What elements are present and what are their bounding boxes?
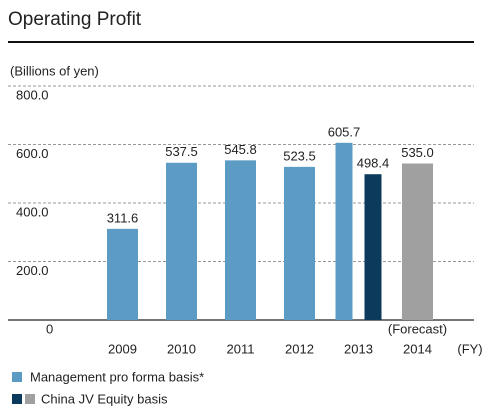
x-tick-label: 2014 <box>403 341 432 356</box>
legend-swatch <box>12 372 22 382</box>
bar <box>284 166 315 320</box>
x-tick-label: 2013 <box>344 341 373 356</box>
x-tick-label: 2010 <box>167 341 196 356</box>
legend-swatch <box>25 394 35 404</box>
data-label: 311.6 <box>107 210 139 225</box>
y-tick-label: 0 <box>46 321 53 336</box>
annotation: (Forecast) <box>388 321 447 336</box>
chart-title: Operating Profit <box>8 9 142 30</box>
data-label: 498.4 <box>357 156 390 171</box>
data-label: 605.7 <box>328 124 361 139</box>
y-axis-label: (Billions of yen) <box>10 63 99 78</box>
data-label: 535.0 <box>401 145 434 160</box>
y-tick-label: 400.0 <box>16 204 49 219</box>
x-tick-label: 2011 <box>227 341 255 356</box>
bar <box>166 162 197 320</box>
bar <box>335 142 353 320</box>
legend-swatch <box>12 394 22 404</box>
bar <box>107 228 138 320</box>
y-tick-label: 200.0 <box>16 263 49 278</box>
x-tick-label: 2009 <box>108 341 137 356</box>
data-label: 545.8 <box>224 142 257 157</box>
data-label: 537.5 <box>165 144 198 159</box>
x-axis-label: (FY) <box>457 341 482 356</box>
bar <box>364 174 382 320</box>
data-label: 523.5 <box>283 148 316 163</box>
y-tick-label: 600.0 <box>16 146 49 161</box>
x-tick-label: 2012 <box>285 341 314 356</box>
legend-label: China JV Equity basis <box>41 391 168 406</box>
bar <box>402 163 433 320</box>
bar <box>225 160 256 320</box>
legend-label: Management pro forma basis* <box>30 369 204 384</box>
y-tick-label: 800.0 <box>16 87 49 102</box>
